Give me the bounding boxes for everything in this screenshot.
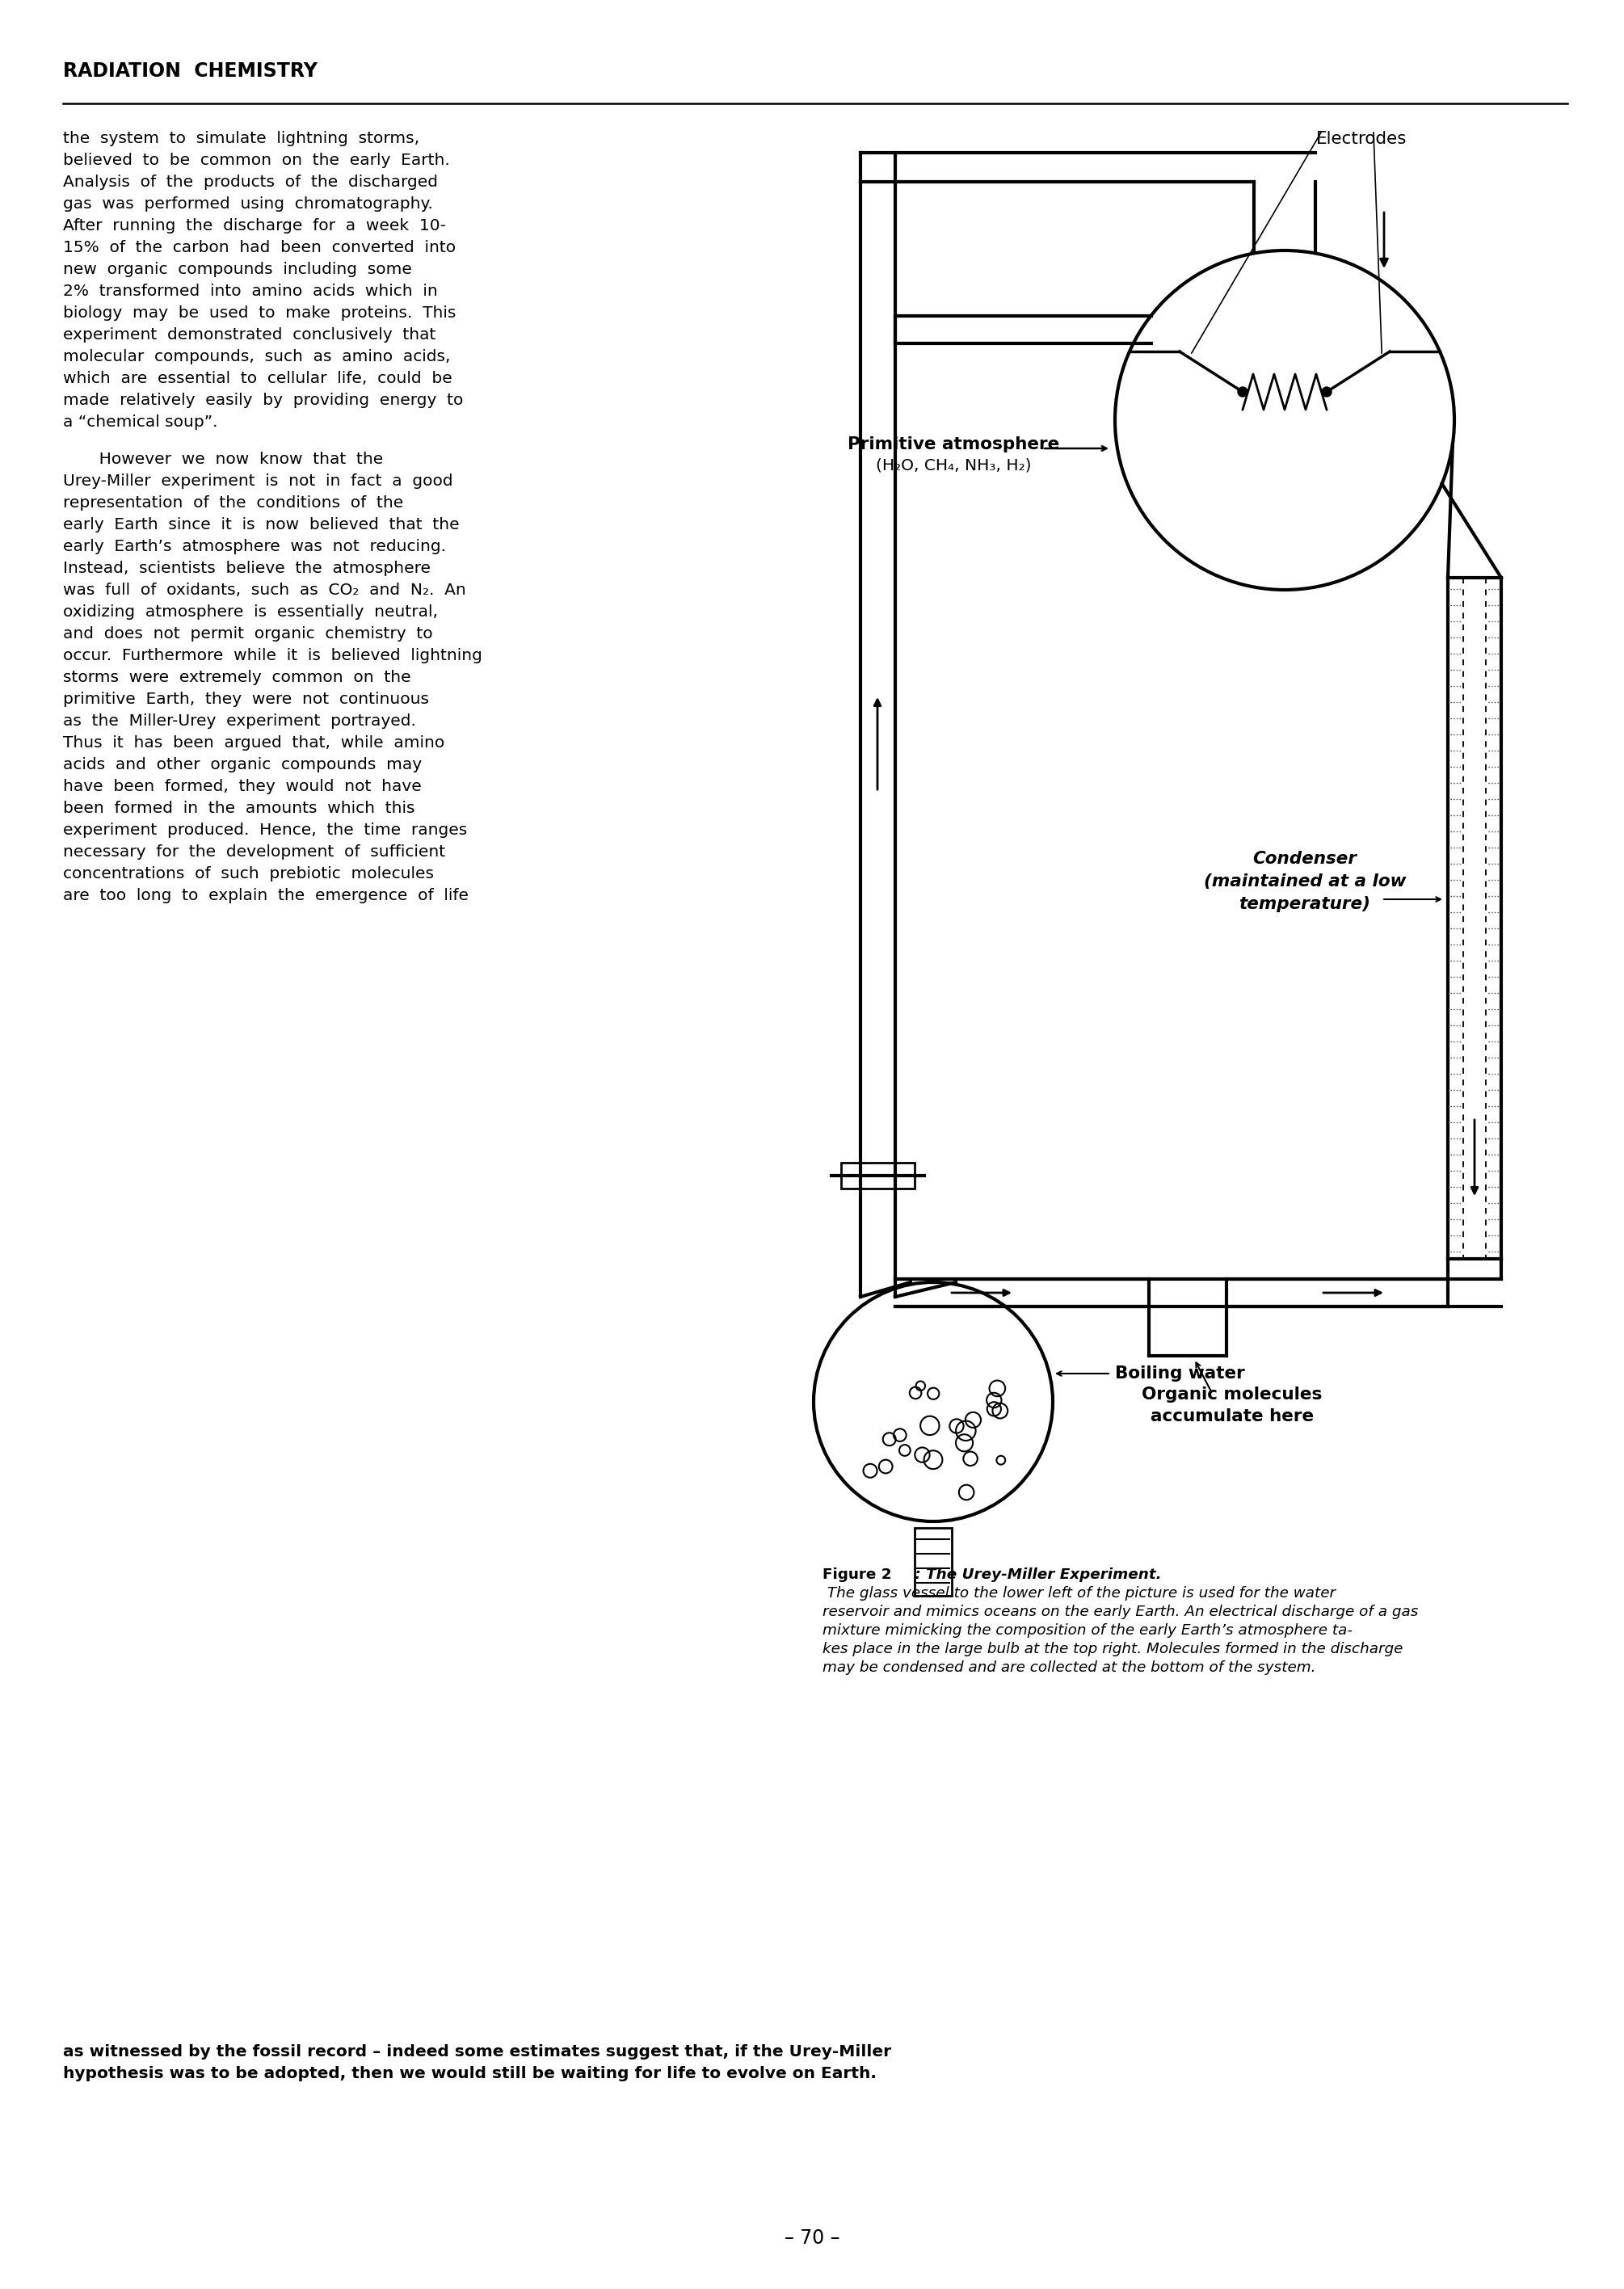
- Text: gas  was  performed  using  chromatography.: gas was performed using chromatography.: [63, 197, 434, 211]
- Text: experiment  demonstrated  conclusively  that: experiment demonstrated conclusively tha…: [63, 327, 435, 343]
- Text: oxidizing  atmosphere  is  essentially  neutral,: oxidizing atmosphere is essentially neut…: [63, 604, 438, 620]
- Text: necessary  for  the  development  of  sufficient: necessary for the development of suffici…: [63, 845, 445, 861]
- Text: RADIATION  CHEMISTRY: RADIATION CHEMISTRY: [63, 62, 318, 80]
- Text: experiment  produced.  Hence,  the  time  ranges: experiment produced. Hence, the time ran…: [63, 822, 468, 838]
- Text: believed  to  be  common  on  the  early  Earth.: believed to be common on the early Earth…: [63, 153, 450, 167]
- Text: Electrodes: Electrodes: [1315, 130, 1406, 146]
- Text: Thus  it  has  been  argued  that,  while  amino: Thus it has been argued that, while amin…: [63, 735, 445, 751]
- Text: early  Earth  since  it  is  now  believed  that  the: early Earth since it is now believed tha…: [63, 517, 460, 533]
- Text: accumulate here: accumulate here: [1150, 1408, 1314, 1424]
- Text: made  relatively  easily  by  providing  energy  to: made relatively easily by providing ener…: [63, 394, 463, 407]
- Text: may be condensed and are collected at the bottom of the system.: may be condensed and are collected at th…: [822, 1660, 1315, 1676]
- Text: the  system  to  simulate  lightning  storms,: the system to simulate lightning storms,: [63, 130, 419, 146]
- Circle shape: [1322, 387, 1332, 396]
- Text: – 70 –: – 70 –: [784, 2229, 840, 2248]
- Text: Figure 2: Figure 2: [822, 1568, 892, 1582]
- Text: However  we  now  know  that  the: However we now know that the: [63, 451, 383, 467]
- Text: a “chemical soup”.: a “chemical soup”.: [63, 414, 218, 430]
- Text: The glass vessel to the lower left of the picture is used for the water: The glass vessel to the lower left of th…: [822, 1586, 1335, 1600]
- Text: 15%  of  the  carbon  had  been  converted  into: 15% of the carbon had been converted int…: [63, 240, 456, 256]
- Text: and  does  not  permit  organic  chemistry  to: and does not permit organic chemistry to: [63, 627, 432, 641]
- Text: Primitive atmosphere: Primitive atmosphere: [848, 437, 1059, 453]
- Text: as  the  Miller-Urey  experiment  portrayed.: as the Miller-Urey experiment portrayed.: [63, 714, 416, 728]
- Text: concentrations  of  such  prebiotic  molecules: concentrations of such prebiotic molecul…: [63, 865, 434, 881]
- Text: Organic molecules: Organic molecules: [1142, 1387, 1322, 1403]
- Text: are  too  long  to  explain  the  emergence  of  life: are too long to explain the emergence of…: [63, 888, 469, 904]
- Text: After  running  the  discharge  for  a  week  10-: After running the discharge for a week 1…: [63, 217, 447, 233]
- Text: molecular  compounds,  such  as  amino  acids,: molecular compounds, such as amino acids…: [63, 348, 450, 364]
- Text: occur.  Furthermore  while  it  is  believed  lightning: occur. Furthermore while it is believed …: [63, 648, 482, 664]
- Text: : The Urey-Miller Experiment.: : The Urey-Miller Experiment.: [909, 1568, 1161, 1582]
- Text: new  organic  compounds  including  some: new organic compounds including some: [63, 261, 412, 277]
- Polygon shape: [841, 1163, 914, 1188]
- Text: Urey-Miller  experiment  is  not  in  fact  a  good: Urey-Miller experiment is not in fact a …: [63, 474, 453, 490]
- Text: reservoir and mimics oceans on the early Earth. An electrical discharge of a gas: reservoir and mimics oceans on the early…: [822, 1605, 1418, 1618]
- Text: Analysis  of  the  products  of  the  discharged: Analysis of the products of the discharg…: [63, 174, 438, 190]
- Text: hypothesis was to be adopted, then we would still be waiting for life to evolve : hypothesis was to be adopted, then we wo…: [63, 2067, 877, 2081]
- Text: Instead,  scientists  believe  the  atmosphere: Instead, scientists believe the atmosphe…: [63, 561, 430, 577]
- Text: storms  were  extremely  common  on  the: storms were extremely common on the: [63, 671, 411, 684]
- Text: acids  and  other  organic  compounds  may: acids and other organic compounds may: [63, 758, 422, 771]
- Circle shape: [1237, 387, 1247, 396]
- Text: have  been  formed,  they  would  not  have: have been formed, they would not have: [63, 778, 422, 794]
- Text: been  formed  in  the  amounts  which  this: been formed in the amounts which this: [63, 801, 414, 815]
- Text: biology  may  be  used  to  make  proteins.  This: biology may be used to make proteins. Th…: [63, 304, 456, 320]
- Text: which  are  essential  to  cellular  life,  could  be: which are essential to cellular life, co…: [63, 371, 451, 387]
- Text: early  Earth’s  atmosphere  was  not  reducing.: early Earth’s atmosphere was not reducin…: [63, 538, 447, 554]
- Text: Condenser
(maintained at a low
temperature): Condenser (maintained at a low temperatu…: [1203, 852, 1406, 913]
- Text: primitive  Earth,  they  were  not  continuous: primitive Earth, they were not continuou…: [63, 691, 429, 707]
- Text: 2%  transformed  into  amino  acids  which  in: 2% transformed into amino acids which in: [63, 284, 438, 300]
- Text: kes place in the large bulb at the top right. Molecules formed in the discharge: kes place in the large bulb at the top r…: [822, 1641, 1403, 1657]
- Text: (H₂O, CH₄, NH₃, H₂): (H₂O, CH₄, NH₃, H₂): [875, 458, 1031, 472]
- Text: mixture mimicking the composition of the early Earth’s atmosphere ta-: mixture mimicking the composition of the…: [822, 1623, 1353, 1637]
- Text: representation  of  the  conditions  of  the: representation of the conditions of the: [63, 494, 403, 510]
- Text: Boiling water: Boiling water: [1116, 1367, 1246, 1383]
- Text: as witnessed by the fossil record – indeed some estimates suggest that, if the U: as witnessed by the fossil record – inde…: [63, 2044, 892, 2060]
- Text: was  full  of  oxidants,  such  as  CO₂  and  N₂.  An: was full of oxidants, such as CO₂ and N₂…: [63, 581, 466, 597]
